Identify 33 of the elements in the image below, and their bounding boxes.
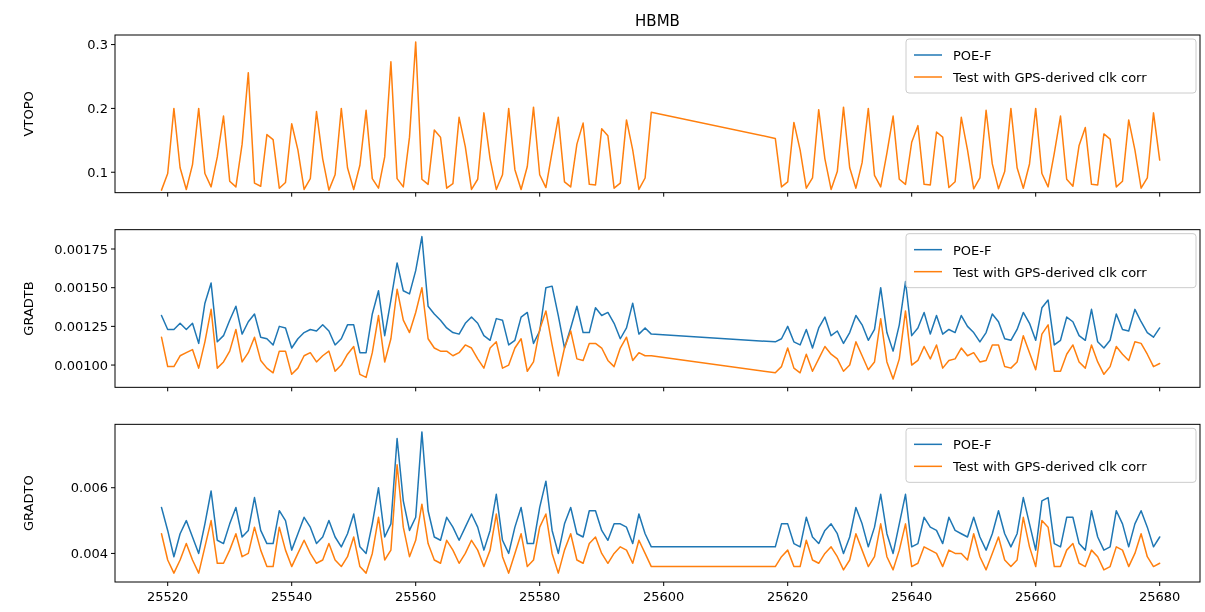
y-tick-label: 0.3 <box>87 37 108 53</box>
x-tick-label: 25520 <box>147 589 189 604</box>
legend-label: Test with GPS-derived clk corr <box>952 70 1148 85</box>
legend-label: POE-F <box>953 48 992 63</box>
x-tick-label: 25620 <box>767 589 809 604</box>
y-tick-label: 0.2 <box>87 100 108 116</box>
legend-label: POE-F <box>953 437 992 453</box>
y-tick-label: 0.00125 <box>54 318 108 334</box>
y-tick-label: 0.004 <box>70 545 108 561</box>
line-series <box>160 235 1161 354</box>
y-tick-label: 0.00100 <box>54 357 108 373</box>
line-series <box>160 41 1161 191</box>
y-tick-label: 0.00150 <box>54 280 108 296</box>
y-tick-label: 0.00175 <box>54 241 108 257</box>
y-tick-label: 0.1 <box>87 164 108 180</box>
line-series <box>160 286 1161 380</box>
y-axis-title: GRADTO <box>21 475 36 531</box>
y-axis-title: VTOPO <box>21 91 36 137</box>
x-tick-label: 25600 <box>643 589 685 604</box>
y-axis-title: GRADTB <box>21 281 36 336</box>
x-tick-label: 25680 <box>1139 589 1181 604</box>
chart-title: HBMB <box>635 12 680 30</box>
y-tick-label: 0.006 <box>70 480 108 496</box>
x-tick-label: 25560 <box>395 589 437 604</box>
legend-label: Test with GPS-derived clk corr <box>952 459 1148 475</box>
line-series <box>160 431 1161 558</box>
line-series <box>160 463 1161 574</box>
legend-label: POE-F <box>953 242 992 258</box>
x-tick-label: 25580 <box>519 589 561 604</box>
x-tick-label: 25660 <box>1015 589 1057 604</box>
x-tick-label: 25540 <box>271 589 313 604</box>
legend-label: Test with GPS-derived clk corr <box>952 264 1148 280</box>
x-tick-label: 25640 <box>891 589 933 604</box>
